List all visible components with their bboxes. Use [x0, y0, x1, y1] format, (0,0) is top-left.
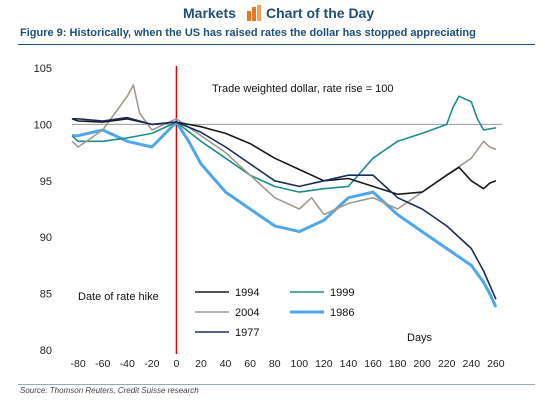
brand-markets: Markets [183, 5, 236, 21]
x-tick-label: 140 [340, 358, 358, 370]
legend-label-1999: 1999 [330, 287, 354, 299]
x-tick-label: 120 [315, 358, 333, 370]
series-line-2004 [71, 84, 497, 216]
source-note: Source: Thomson Reuters, Credit Suisse r… [20, 386, 199, 395]
bar-chart-icon [247, 5, 261, 21]
series-line-1999 [71, 95, 497, 193]
legend-label-1986: 1986 [330, 307, 354, 319]
y-tick-label: 85 [40, 289, 52, 301]
chart-title: Trade weighted dollar, rate rise = 100 [212, 83, 394, 95]
legend-label-2004: 2004 [235, 307, 259, 319]
figure-label: Figure 9: [20, 27, 67, 39]
x-tick-label: 260 [487, 358, 505, 370]
x-tick-label: 220 [438, 358, 456, 370]
brand-chart-of-the-day: Chart of the Day [266, 5, 375, 21]
y-tick-label: 90 [40, 232, 52, 244]
x-tick-label: 40 [220, 358, 232, 370]
series-line-1977 [72, 116, 497, 300]
rate-hike-label: Date of rate hike [78, 291, 159, 303]
x-axis-label: Days [407, 332, 433, 344]
footer-divider [18, 384, 535, 385]
x-tick-label: 200 [413, 358, 431, 370]
series-line-1986 [72, 120, 498, 308]
y-tick-label: 95 [40, 176, 52, 188]
x-tick-label: 80 [269, 358, 281, 370]
x-tick-label: -40 [120, 358, 135, 370]
x-tick-label: 100 [291, 358, 309, 370]
x-tick-label: 60 [244, 358, 256, 370]
header-bar: Markets Chart of the Day [0, 2, 555, 24]
y-tick-label: 80 [40, 345, 52, 357]
x-tick-label: 160 [364, 358, 382, 370]
figure-title: Figure 9: Historically, when the US has … [20, 27, 476, 39]
y-tick-label: 105 [34, 63, 52, 75]
x-tick-label: -80 [71, 358, 86, 370]
x-tick-label: 240 [463, 358, 481, 370]
x-tick-label: -60 [95, 358, 110, 370]
title-divider [18, 44, 535, 45]
x-tick-label: -20 [144, 358, 159, 370]
y-tick-label: 100 [34, 119, 52, 131]
x-tick-label: 180 [389, 358, 407, 370]
legend-label-1994: 1994 [235, 287, 259, 299]
figure-title-text: Historically, when the US has raised rat… [69, 27, 476, 39]
legend-label-1977: 1977 [235, 327, 259, 339]
x-tick-label: 0 [174, 358, 180, 370]
x-tick-label: 20 [195, 358, 207, 370]
